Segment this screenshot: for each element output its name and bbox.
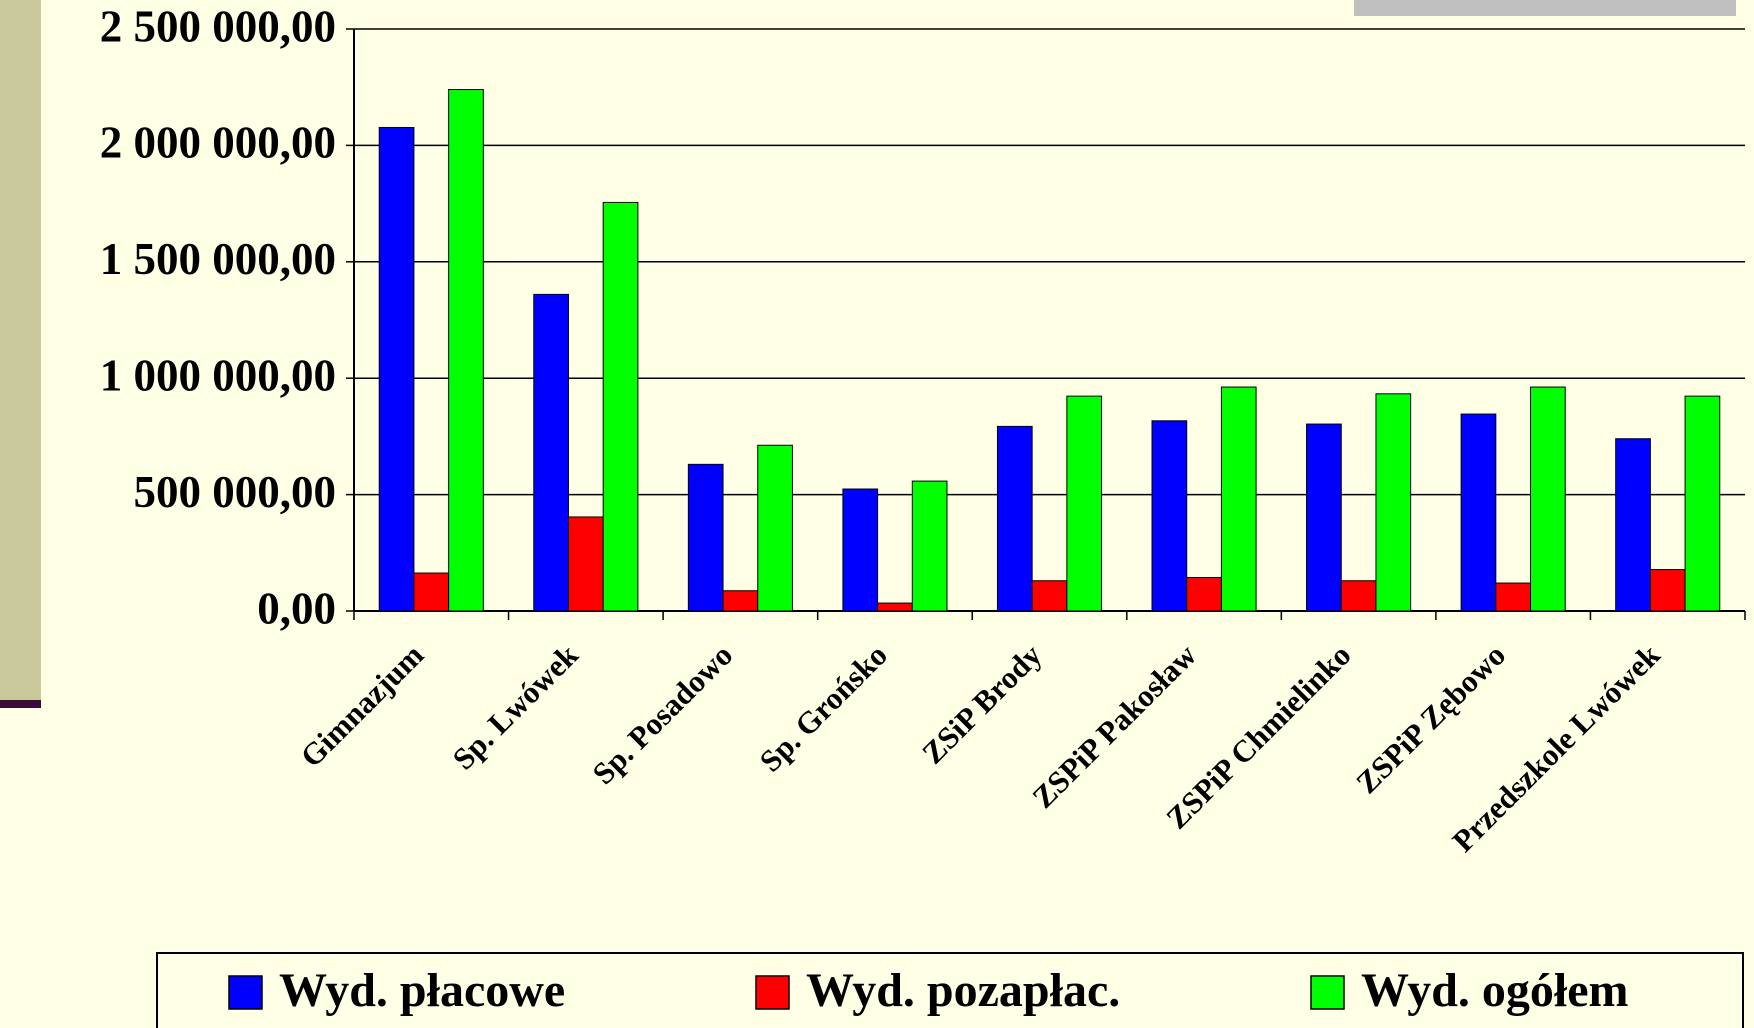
bar [687, 463, 724, 612]
bar [1066, 395, 1103, 612]
bar [602, 201, 639, 612]
y-tick-label: 0,00 [257, 583, 336, 633]
x-tick-label: Sp. Grońsko [753, 637, 894, 778]
x-tick-label: Gimnazjum [293, 637, 430, 774]
legend-label: Wyd. pozapłac. [806, 964, 1120, 1017]
side-strip [0, 0, 41, 700]
bar [1220, 386, 1257, 612]
bar [1186, 576, 1222, 612]
legend-box [156, 952, 1744, 1028]
bar [533, 293, 569, 612]
bar [1495, 582, 1532, 612]
x-tick-label: ZSiP Brody [915, 637, 1049, 771]
bar [1460, 413, 1497, 612]
y-tick-label: 2 000 000,00 [100, 118, 336, 168]
y-tick-label: 1 000 000,00 [100, 351, 336, 401]
legend-swatch [755, 975, 790, 1010]
x-tick-label: ZSPiP Zębowo [1349, 637, 1512, 800]
bar [413, 572, 450, 612]
bar [996, 425, 1033, 612]
bar [1530, 386, 1566, 612]
y-tick-label: 500 000,00 [134, 467, 337, 517]
bar [1151, 420, 1188, 612]
bar [1649, 569, 1686, 612]
side-strip-edge [0, 700, 41, 708]
bar [1375, 393, 1412, 612]
bar [722, 590, 759, 612]
bar [378, 126, 415, 612]
bar [567, 516, 604, 612]
bar [1615, 438, 1651, 612]
bar [911, 480, 948, 612]
bar [877, 602, 913, 612]
corner-box [1354, 0, 1736, 16]
x-tick-label: ZSPiP Pakosław [1025, 637, 1203, 815]
legend-label: Wyd. płacowe [279, 964, 565, 1017]
x-tick-label: Sp. Posadowo [585, 637, 739, 791]
y-tick-label: 2 500 000,00 [100, 1, 336, 51]
bar [842, 488, 879, 612]
legend-swatch [228, 975, 263, 1010]
y-tick-label: 1 500 000,00 [100, 234, 336, 284]
bar [1340, 580, 1377, 612]
x-tick-label: Sp. Lwówek [446, 637, 586, 777]
legend-swatch [1310, 975, 1345, 1010]
bar [1684, 395, 1721, 612]
bar [1031, 580, 1068, 612]
bar [757, 444, 793, 612]
bar [448, 89, 484, 612]
legend-label: Wyd. ogółem [1361, 964, 1629, 1017]
bar [1306, 423, 1342, 612]
